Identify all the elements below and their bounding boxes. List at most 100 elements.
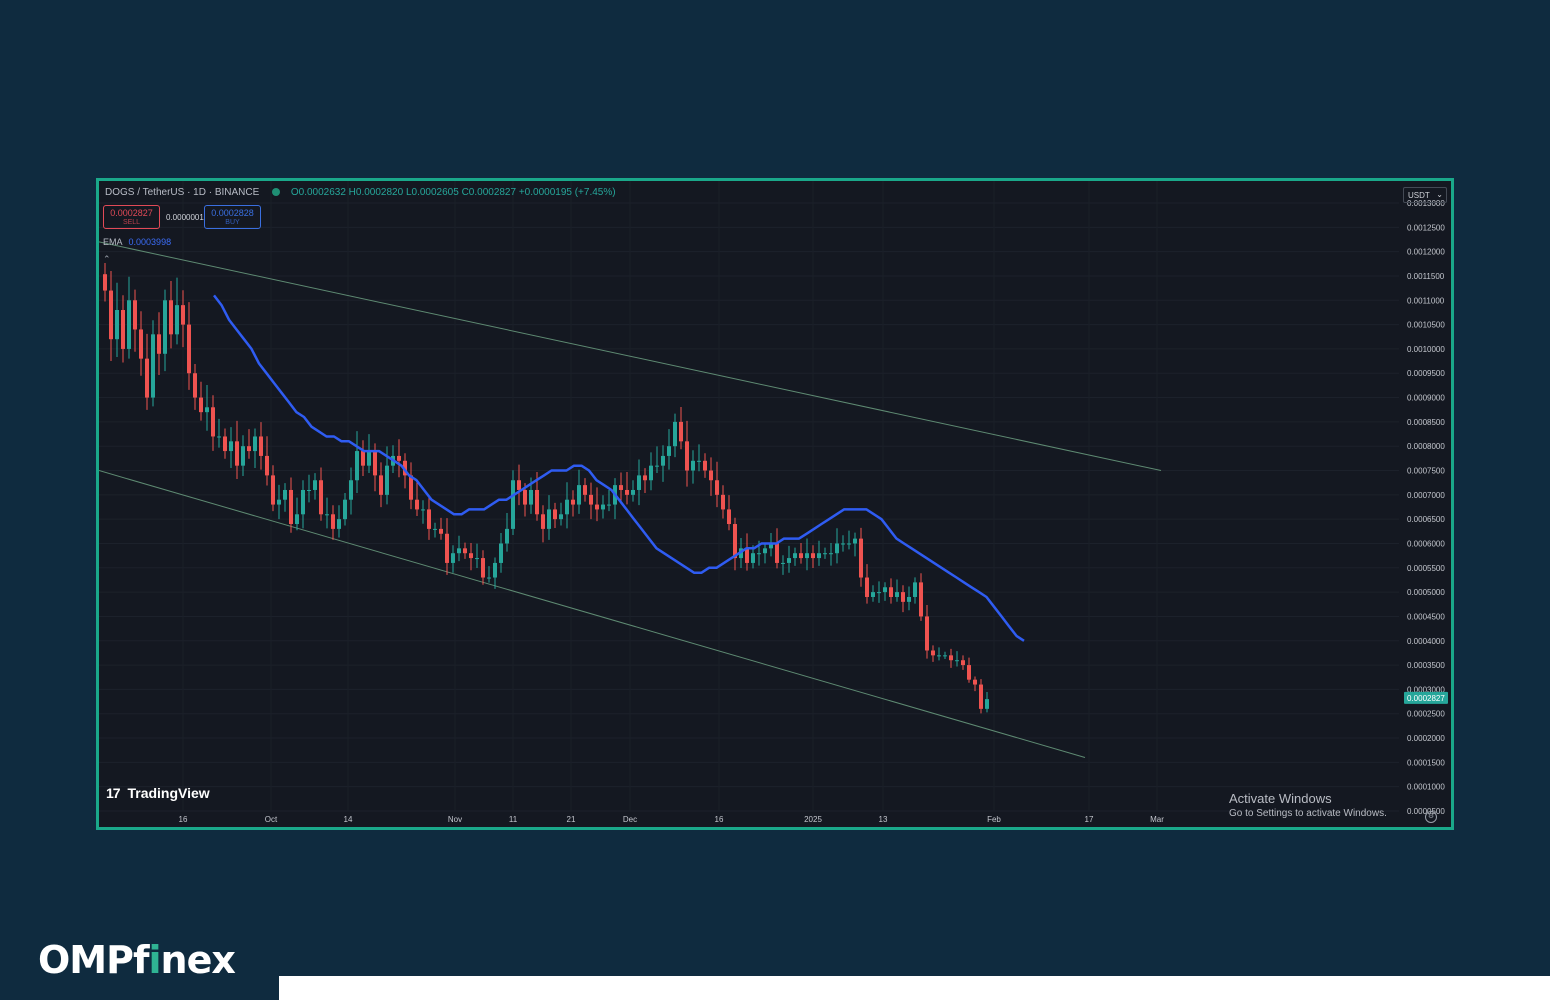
collapse-legend-button[interactable]: ⌃: [103, 254, 111, 265]
candle-body: [871, 592, 875, 597]
candle-body: [727, 509, 731, 525]
tradingview-logo[interactable]: 17 TradingView: [106, 785, 210, 801]
x-tick-label: 16: [715, 815, 724, 824]
candle-body: [847, 543, 851, 545]
candle-body: [709, 470, 713, 481]
candle-body: [415, 499, 419, 510]
last-price-tag: [1404, 691, 1448, 704]
ohlc-readout: O0.0002632 H0.0002820 L0.0002605 C0.0002…: [290, 187, 616, 198]
candle-body: [337, 519, 341, 529]
y-tick-label: 0.0001500: [1407, 758, 1445, 767]
candle-body: [637, 475, 641, 490]
ema-series-line: [213, 294, 1025, 642]
candle-body: [121, 310, 125, 349]
candle-body: [259, 436, 263, 456]
candle-body: [481, 558, 485, 578]
candle-body: [967, 665, 971, 680]
candle-body: [865, 577, 869, 597]
price-chart[interactable]: 0.0013000 0.0012500 0.0012000 0.0011500 0.00…: [99, 181, 1451, 827]
watermark-line1: Activate Windows: [1229, 791, 1332, 806]
y-tick-label: 0.0008000: [1407, 442, 1445, 451]
watermark-line2: Go to Settings to activate Windows.: [1229, 808, 1387, 819]
candle-body: [211, 407, 215, 437]
candle-body: [805, 553, 809, 559]
candle-body: [517, 480, 521, 490]
candle-body: [325, 514, 329, 516]
x-tick-label: 2025: [804, 815, 822, 824]
candle-body: [355, 451, 359, 481]
candle-body: [931, 650, 935, 656]
candle-body: [247, 446, 251, 452]
candle-body: [403, 460, 407, 476]
candle-body: [793, 553, 797, 559]
x-tick-label: Feb: [987, 815, 1001, 824]
ema-legend[interactable]: EMA 0.0003998: [103, 237, 171, 247]
x-tick-label: 11: [509, 815, 518, 824]
candle-body: [961, 660, 965, 666]
x-tick-label: 16: [179, 815, 188, 824]
candle-body: [205, 407, 209, 413]
candle-body: [655, 465, 659, 467]
candle-body: [181, 305, 185, 325]
candle-body: [103, 274, 107, 291]
candle-body: [163, 300, 167, 354]
buy-button[interactable]: 0.0002828 BUY: [204, 205, 261, 229]
candle-body: [349, 480, 353, 500]
symbol-title[interactable]: DOGS / TetherUS · 1D · BINANCE: [105, 187, 260, 198]
candle-body: [943, 655, 947, 657]
candle-body: [439, 528, 443, 534]
sell-button[interactable]: 0.0002827 SELL: [103, 205, 160, 229]
candle-body: [157, 334, 161, 354]
candle-body: [511, 480, 515, 529]
activate-windows-watermark: Activate Windows Go to Settings to activ…: [1229, 791, 1387, 819]
y-tick-label: 0.0012000: [1407, 248, 1445, 257]
candle-body: [631, 489, 635, 495]
buy-price: 0.0002828: [211, 208, 254, 218]
candle-body: [427, 509, 431, 529]
candle-body: [421, 509, 425, 511]
candle-body: [505, 528, 509, 544]
candle-body: [451, 553, 455, 563]
candle-body: [487, 577, 491, 579]
candle-body: [193, 373, 197, 398]
chevron-down-icon: ⌄: [1436, 190, 1443, 199]
candle-body: [841, 543, 845, 545]
candle-body: [295, 514, 299, 525]
y-tick-label: 0.0008500: [1407, 418, 1445, 427]
candle-body: [811, 553, 815, 559]
candle-body: [547, 509, 551, 529]
candle-body: [589, 494, 593, 505]
y-tick-label: 0.0003000: [1407, 685, 1445, 694]
candle-body: [409, 475, 413, 500]
candle-body: [307, 489, 311, 491]
candle-body: [265, 455, 269, 476]
ema-name: EMA: [103, 237, 123, 247]
candle-body: [133, 300, 137, 330]
settings-icon[interactable]: ⚙: [1425, 811, 1437, 823]
candle-body: [985, 699, 989, 709]
currency-select[interactable]: USDT ⌄: [1403, 187, 1447, 203]
y-tick-label: 0.0006000: [1407, 539, 1445, 548]
candle-body: [571, 499, 575, 505]
candle-body: [175, 305, 179, 335]
tradingview-logo-text: TradingView: [127, 785, 210, 801]
candle-body: [649, 465, 653, 481]
channel-upper-line: [99, 241, 1162, 472]
candle-body: [781, 562, 785, 564]
chevron-up-icon: ⌃: [103, 254, 111, 264]
y-tick-label: 0.0004000: [1407, 637, 1445, 646]
candle-body: [217, 436, 221, 438]
last-price-label: 0.0002827: [1407, 694, 1445, 703]
candle-body: [331, 514, 335, 529]
y-tick-label: 0.0011500: [1407, 272, 1445, 281]
candle-body: [715, 480, 719, 495]
tradingview-icon: 17: [106, 785, 121, 801]
candle-body: [751, 553, 755, 563]
logo-part-a: OMPf: [38, 938, 150, 982]
candle-body: [463, 548, 467, 554]
candle-body: [289, 489, 293, 525]
candle-body: [925, 616, 929, 651]
candle-body: [475, 558, 479, 560]
candle-body: [499, 543, 503, 563]
candle-body: [343, 499, 347, 520]
